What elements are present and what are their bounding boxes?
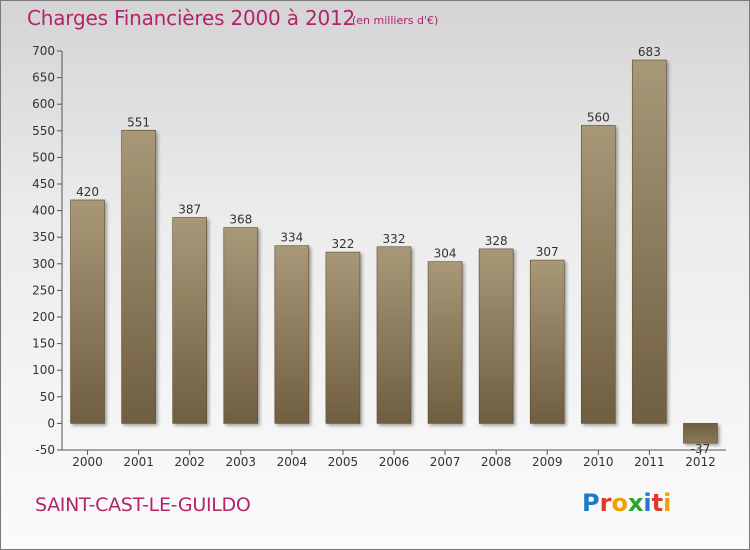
bar [478, 248, 514, 424]
y-tick-label: 700 [32, 44, 55, 58]
chart-axes: -50 0 50 100 150 200 250 300 350 400 450 500 550 600 6… [32, 44, 726, 469]
chart-data-labels: 420 551 387 368 334 322 332 304 328 307 560 683 -37 [76, 45, 710, 456]
x-tick-label: 2011 [634, 455, 665, 469]
bar [274, 245, 310, 424]
x-tick-label: 2006 [379, 455, 410, 469]
y-tick-label: 200 [32, 310, 55, 324]
y-tick-label: 0 [47, 416, 55, 430]
bar [223, 227, 259, 424]
y-tick-label: 50 [40, 390, 55, 404]
y-tick-label: 300 [32, 257, 55, 271]
x-tick-label: 2012 [685, 455, 716, 469]
data-label: 368 [229, 213, 252, 227]
proxiti-logo: Proxiti [582, 489, 672, 517]
chart-bars [70, 59, 718, 444]
x-tick-label: 2008 [481, 455, 512, 469]
commune-name: SAINT-CAST-LE-GUILDO [35, 494, 251, 516]
bar [325, 251, 361, 424]
data-label: 560 [587, 110, 610, 124]
data-label: 332 [383, 232, 406, 246]
bar [581, 125, 616, 424]
bar [529, 259, 565, 424]
data-label: 328 [485, 234, 508, 248]
x-tick-label: 2004 [277, 455, 308, 469]
chart-unit-label: (en milliers d'€) [352, 14, 439, 27]
x-tick-label: 2007 [430, 455, 461, 469]
bar [121, 129, 156, 424]
data-label: 551 [127, 115, 150, 129]
data-label: 322 [331, 237, 354, 251]
data-label: 420 [76, 185, 99, 199]
y-tick-label: 100 [32, 363, 55, 377]
y-tick-label: 400 [32, 204, 55, 218]
bar [427, 261, 463, 424]
y-tick-label: 250 [32, 283, 55, 297]
bar [632, 59, 667, 424]
x-tick-label: 2002 [174, 455, 205, 469]
x-tick-label: 2000 [72, 455, 103, 469]
y-tick-label: 650 [32, 71, 55, 85]
data-label: 304 [434, 247, 457, 261]
bar [376, 246, 412, 424]
bar [172, 217, 207, 424]
x-tick-label: 2001 [123, 455, 154, 469]
y-tick-label: 350 [32, 230, 55, 244]
data-label: 683 [638, 45, 661, 59]
data-label: 387 [178, 203, 201, 217]
data-label: -37 [691, 442, 711, 456]
y-tick-label: 500 [32, 150, 55, 164]
y-tick-label: 600 [32, 97, 55, 111]
chart-title: Charges Financières 2000 à 2012 [27, 6, 356, 30]
y-tick-label: -50 [35, 443, 55, 457]
bar [70, 199, 105, 424]
bar [683, 423, 718, 444]
x-tick-label: 2003 [225, 455, 256, 469]
data-label: 334 [280, 231, 303, 245]
y-tick-label: 550 [32, 124, 55, 138]
x-tick-label: 2009 [532, 455, 563, 469]
x-tick-label: 2005 [328, 455, 359, 469]
data-label: 307 [536, 245, 559, 259]
y-tick-label: 150 [32, 337, 55, 351]
x-tick-label: 2010 [583, 455, 614, 469]
y-tick-label: 450 [32, 177, 55, 191]
